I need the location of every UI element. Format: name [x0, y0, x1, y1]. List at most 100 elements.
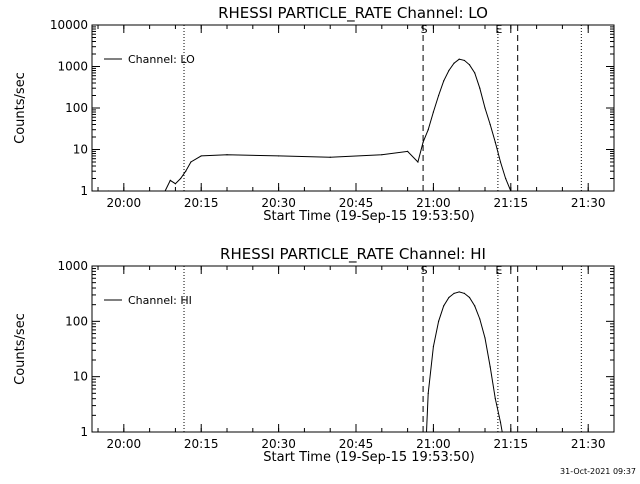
data-point [479, 318, 481, 320]
data-point [432, 345, 435, 348]
data-point [479, 87, 481, 89]
data-point [468, 64, 471, 66]
x-tick-label: 21:15 [494, 437, 529, 451]
data-point [226, 154, 228, 156]
data-point [443, 80, 445, 82]
x-tick-label: 20:45 [339, 437, 374, 451]
legend-label: Channel: HI [128, 294, 192, 307]
y-tick-label: 1000 [57, 60, 88, 74]
x-tick-label: 20:15 [184, 437, 219, 451]
x-tick-label: 20:00 [107, 196, 142, 210]
chart-title: RHESSI PARTICLE_RATE Channel: HI [220, 245, 486, 264]
data-point [437, 94, 440, 97]
y-tick-label: 100 [65, 314, 88, 328]
data-point [510, 190, 512, 191]
data-point [587, 190, 589, 191]
time-marker-label: S [421, 264, 428, 277]
data-point [453, 62, 455, 64]
data-point [489, 123, 491, 126]
y-tick-label: 10000 [50, 18, 88, 32]
data-point [432, 111, 435, 113]
x-tick-label: 21:00 [416, 437, 451, 451]
data-point [458, 291, 460, 293]
x-axis-label: Start Time (19-Sep-15 19:53:50) [263, 209, 474, 224]
axes-frame [91, 24, 615, 192]
data-point [474, 72, 476, 74]
data-point [448, 296, 450, 299]
data-point [448, 69, 450, 72]
data-point [499, 161, 502, 163]
footer-timestamp: 31-Oct-2021 09:37 [560, 467, 636, 476]
data-point [107, 190, 109, 191]
data-point [427, 392, 429, 394]
data-point [422, 141, 424, 143]
chart-panel-hi: RHESSI PARTICLE_RATE Channel: HI 20:00 20:… [13, 245, 615, 465]
data-point [505, 177, 507, 180]
data-point [123, 190, 125, 191]
time-marker-label: S [421, 23, 428, 36]
data-point [437, 320, 440, 322]
data-point [499, 421, 502, 423]
data-point [427, 129, 429, 131]
axes-frame [91, 265, 615, 433]
data-point [463, 59, 465, 62]
data-point [474, 305, 476, 307]
data-point [494, 398, 496, 400]
data-point [613, 190, 614, 191]
chart-title: RHESSI PARTICLE_RATE Channel: LO [218, 4, 488, 23]
x-tick-label: 21:15 [494, 196, 529, 210]
series-line [92, 58, 614, 191]
x-tick-label: 20:15 [184, 196, 219, 210]
data-point [489, 366, 491, 368]
y-axis-label: Counts/sec [13, 72, 28, 144]
data-point [169, 179, 171, 182]
data-point [407, 150, 409, 152]
x-tick-label: 20:00 [107, 437, 142, 451]
y-axis-label: Counts/sec [13, 313, 28, 385]
y-tick-label: 1 [80, 425, 88, 439]
data-point [458, 58, 460, 60]
data-point [92, 190, 93, 191]
x-tick-label: 20:45 [339, 196, 374, 210]
data-point [443, 305, 445, 307]
series-line [426, 291, 503, 432]
chart-panel-lo: RHESSI PARTICLE_RATE Channel: LO 20:00 20:… [13, 4, 615, 224]
data-point [494, 141, 496, 143]
data-point [190, 161, 192, 163]
y-tick-label: 1000 [57, 259, 88, 273]
data-point [278, 155, 280, 157]
data-point [164, 190, 166, 191]
x-tick-label: 21:00 [416, 196, 451, 210]
data-point [425, 431, 428, 432]
y-tick-label: 100 [65, 101, 88, 115]
data-point [329, 156, 331, 158]
data-point [463, 292, 465, 294]
data-point [149, 190, 151, 191]
x-tick-label: 20:30 [261, 437, 296, 451]
data-point [484, 107, 486, 109]
data-point [501, 431, 503, 432]
x-tick-label: 21:30 [571, 196, 606, 210]
data-point [561, 190, 564, 191]
data-point [484, 337, 486, 339]
data-point [468, 296, 471, 299]
y-tick-label: 10 [73, 370, 88, 384]
y-tick-label: 10 [73, 143, 88, 157]
data-point [453, 292, 455, 294]
time-marker-label: E [495, 264, 502, 277]
legend-label: Channel: LO [128, 53, 195, 66]
data-point [174, 183, 177, 185]
data-point [185, 170, 187, 172]
x-tick-label: 20:30 [261, 196, 296, 210]
data-point [179, 177, 182, 180]
x-tick-label: 21:30 [571, 437, 606, 451]
data-point [381, 154, 383, 156]
data-point [417, 161, 419, 163]
data-point [200, 155, 202, 157]
x-axis-label: Start Time (19-Sep-15 19:53:50) [263, 450, 474, 465]
time-marker-label: E [495, 23, 502, 36]
data-point [536, 190, 538, 191]
y-tick-label: 1 [80, 184, 88, 198]
